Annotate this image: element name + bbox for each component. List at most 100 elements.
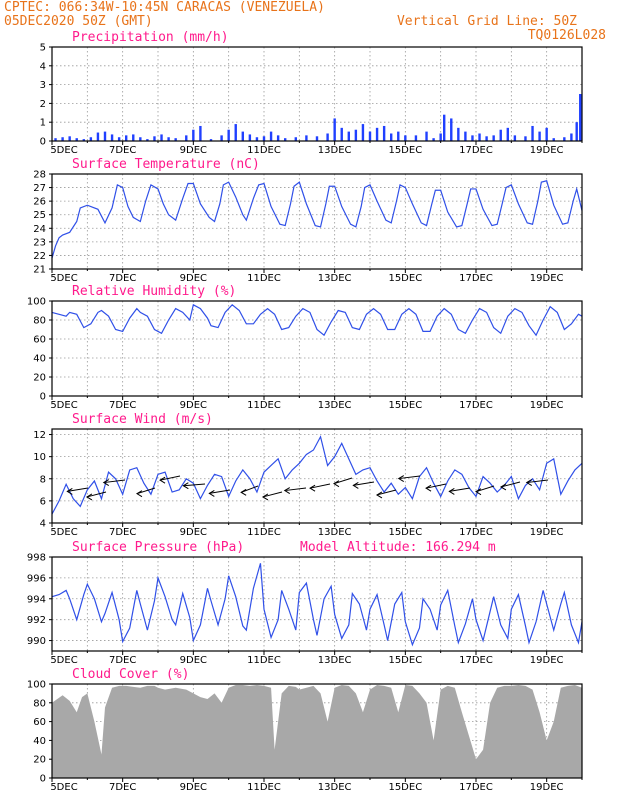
precip-bar	[579, 94, 582, 141]
humidity-ytick-label: 80	[33, 316, 46, 327]
panel-temp: 21 22 23 24 25 26 27 28 5DEC 7DEC 9DEC 11DEC 13DEC 15…	[33, 157, 583, 284]
wind-arrow	[159, 475, 181, 481]
cloud-ytick-label: 100	[27, 680, 46, 691]
precip-bar	[524, 136, 527, 141]
humidity-xtick-label: 13DEC	[318, 400, 352, 411]
precip-bar	[340, 127, 343, 141]
wind-frame	[51, 428, 583, 524]
temp-ytick-label: 23	[33, 237, 46, 248]
cloud-ytick-label: 0	[40, 774, 46, 785]
precip-bar	[575, 122, 578, 141]
wind-arrow	[262, 491, 283, 498]
precip-bar	[192, 129, 195, 141]
precip-ytick-label: 4	[40, 61, 46, 72]
wind-xtick-label: 5DEC	[50, 527, 77, 538]
model-altitude-label: Model Altitude: 166.294 m	[300, 540, 496, 555]
precip-bar	[315, 136, 319, 141]
wind-arrow-head	[136, 490, 143, 498]
cloud-xtick-label: 7DEC	[109, 782, 136, 793]
wind-arrow	[183, 483, 206, 487]
pressure-ytick-label: 994	[27, 594, 46, 605]
wind-arrow-head	[397, 475, 405, 482]
precip-bar	[276, 135, 280, 141]
temp-ytick-label: 27	[33, 183, 46, 194]
precip-bar	[153, 136, 156, 141]
precip-bar	[269, 131, 273, 141]
precip-bar	[185, 135, 188, 141]
product-code: TQ0126L028	[528, 28, 606, 43]
precip-bar	[471, 135, 474, 141]
wind-xtick-label: 9DEC	[180, 527, 207, 538]
wind-ytick-label: 4	[40, 519, 46, 530]
precip-bar	[103, 131, 107, 141]
cloud-xtick-label: 11DEC	[247, 782, 281, 793]
precip-bar	[294, 137, 297, 141]
humidity-frame	[51, 300, 583, 397]
humidity-ytick-label: 20	[33, 373, 46, 384]
precip-bar	[485, 136, 488, 141]
temp-xtick-label: 13DEC	[318, 273, 352, 284]
wind-arrow	[526, 479, 549, 484]
precip-xtick-label: 13DEC	[318, 145, 352, 156]
cloud-ytick-label: 80	[33, 698, 46, 709]
precip-xtick-label: 7DEC	[109, 145, 136, 156]
precip-frame	[51, 46, 583, 142]
precip-bar	[146, 139, 149, 141]
wind-arrow	[67, 487, 89, 492]
precip-bar	[499, 129, 502, 141]
precip-bar	[545, 127, 548, 141]
wind-arrow	[86, 491, 107, 498]
precip-ytick-label: 2	[40, 99, 46, 110]
temp-series-line	[51, 180, 583, 259]
precip-bar	[89, 137, 93, 141]
cloud-xtick-label: 17DEC	[459, 782, 493, 793]
cloud-ytick-label: 40	[33, 736, 46, 747]
cloud-xtick-label: 9DEC	[180, 782, 207, 793]
humidity-ytick-label: 0	[40, 392, 46, 403]
precip-bar	[132, 134, 135, 141]
precip-bar	[96, 132, 100, 141]
precip-bar	[54, 138, 57, 141]
wind-arrow	[353, 481, 375, 486]
precip-bar	[75, 138, 78, 141]
precip-bar	[333, 118, 336, 141]
precip-bar	[199, 125, 202, 141]
wind-arrow	[240, 485, 259, 493]
precip-bar	[160, 134, 163, 141]
cloud-xtick-label: 13DEC	[318, 782, 352, 793]
precip-bar	[174, 138, 177, 141]
panel-pressure: 990 992 994 996 998 5DEC 7DEC 9DEC 11DEC 13DEC 15D…	[27, 540, 583, 666]
wind-arrow	[136, 487, 156, 495]
wind-ytick-label: 8	[40, 474, 46, 485]
precip-bar	[425, 131, 428, 141]
panel-wind: 4 6 8 10 12 5DEC 7DEC 9DEC 11DEC 13DEC 15DEC 17DEC 1…	[33, 412, 583, 538]
wind-arrow-head	[283, 487, 291, 494]
wind-arrow-head	[102, 479, 110, 486]
wind-arrow	[103, 479, 126, 484]
precip-xtick-label: 19DEC	[530, 145, 564, 156]
temp-ytick-label: 28	[33, 170, 46, 181]
humidity-xtick-label: 17DEC	[459, 400, 493, 411]
temp-ytick-label: 24	[33, 224, 46, 235]
humidity-xtick-label: 5DEC	[50, 400, 77, 411]
wind-arrow	[376, 489, 397, 496]
wind-arrow-head	[66, 487, 73, 495]
precip-bar	[552, 138, 555, 141]
wind-ytick-label: 10	[33, 452, 46, 463]
precip-bar	[82, 139, 85, 141]
precip-bar	[284, 138, 287, 141]
wind-arrow-head	[182, 482, 189, 490]
wind-arrow	[309, 483, 331, 489]
precip-ytick-label: 1	[40, 118, 46, 129]
precip-bar	[443, 114, 446, 141]
temp-ytick-label: 21	[33, 265, 46, 276]
precip-ytick-label: 3	[40, 80, 46, 91]
wind-arrow	[500, 481, 521, 488]
precip-bar	[117, 137, 121, 141]
panel-precip: 0 1 2 3 4 5 5DEC 7DEC 9DEC 11DEC 13DEC 15DEC 17DEC 19…	[40, 30, 583, 156]
panel-humidity: 0 20 40 60 80 100 5DEC 7DEC 9DEC 11DEC 13DEC 15DEC 1…	[27, 284, 583, 411]
wind-arrow-head	[159, 476, 166, 484]
precip-bar	[347, 131, 350, 141]
